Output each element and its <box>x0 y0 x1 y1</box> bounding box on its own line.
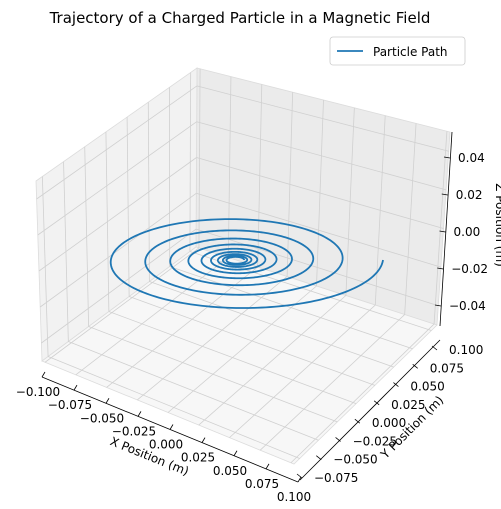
y-tick-label: 0.050 <box>410 380 444 394</box>
z-gridline-back <box>196 192 442 268</box>
x-gridline-floor <box>106 266 258 388</box>
x-tick-mark <box>41 371 46 378</box>
z-tick-mark <box>441 193 448 196</box>
x-tick-mark <box>137 411 142 417</box>
y-tick-mark <box>393 382 399 387</box>
z-gridline-back <box>195 228 439 307</box>
x-tick-label: 0.100 <box>277 490 311 504</box>
z-gridline-left <box>41 228 197 344</box>
x-tick-label: −0.050 <box>80 411 124 425</box>
y-gridline-floor <box>47 356 300 459</box>
y-tick-label: 0.075 <box>430 361 464 375</box>
y-gridline-floor <box>88 326 338 423</box>
z-tick-label: −0.04 <box>449 299 486 313</box>
z-tick-mark <box>434 304 442 307</box>
x-tick-mark <box>297 476 302 483</box>
x-tick-mark <box>169 424 174 430</box>
y-tick-label: −0.025 <box>353 434 397 448</box>
x-tick-label: −0.100 <box>16 385 60 399</box>
x-gridline-floor <box>167 285 317 413</box>
legend: Particle Path <box>329 36 466 66</box>
y-tick-mark <box>373 400 380 406</box>
x-tick-label: −0.025 <box>112 424 156 438</box>
z-tick-label: 0.02 <box>456 188 483 202</box>
axis-ticks: −0.100−0.075−0.050−0.0250.0000.0250.0500… <box>16 151 488 504</box>
z-gridline-left <box>38 157 197 272</box>
x-tick-mark <box>73 384 78 391</box>
z-gridline-back <box>196 121 447 191</box>
x-tick-label: 0.075 <box>245 477 279 491</box>
x-tick-mark <box>233 450 238 456</box>
y-tick-mark <box>412 363 418 369</box>
z-axis-line <box>439 131 453 327</box>
chart-title: Trajectory of a Charged Particle in a Ma… <box>49 9 431 27</box>
x-gridline-floor <box>198 295 347 426</box>
legend-label: Particle Path <box>373 45 448 59</box>
z-tick-mark <box>437 267 444 270</box>
y-gridline-floor <box>68 341 319 441</box>
z-gridline-back <box>196 85 449 152</box>
y-tick-label: 0.025 <box>391 398 425 412</box>
y-tick-mark <box>431 345 438 351</box>
z-gridline-left <box>36 85 198 200</box>
particle-path-line <box>109 218 384 309</box>
y-gridline-floor <box>108 311 357 405</box>
x-tick-label: −0.075 <box>48 398 92 412</box>
z-gridline-left <box>39 192 197 308</box>
z-gridline-back <box>196 157 444 229</box>
x-gridline-floor <box>137 276 288 401</box>
y-gridline-floor <box>149 281 394 368</box>
z-gridline-left <box>37 121 197 236</box>
x-tick-label: 0.000 <box>149 438 183 452</box>
x-gridline-floor <box>259 314 405 451</box>
z-tick-mark <box>439 230 446 233</box>
y-tick-label: 0.000 <box>372 416 406 430</box>
x-tick-mark <box>105 398 110 404</box>
x-tick-label: 0.050 <box>213 464 247 478</box>
y-tick-label: 0.100 <box>449 343 483 357</box>
x-tick-label: 0.025 <box>181 451 215 465</box>
y-tick-mark <box>354 418 361 424</box>
x-tick-mark <box>201 437 206 443</box>
legend-box <box>329 36 466 66</box>
z-axis-label: Z Position (m) <box>493 183 501 267</box>
y-axis-line <box>299 339 441 481</box>
y-tick-mark <box>296 473 303 479</box>
y-gridline-floor <box>128 296 376 386</box>
y-tick-mark <box>316 455 322 461</box>
floor-pane <box>41 246 438 465</box>
y-tick-mark <box>335 437 341 442</box>
x-gridline-floor <box>290 323 435 464</box>
x-gridline-floor <box>229 304 376 438</box>
z-tick-mark <box>443 156 451 159</box>
z-tick-label: 0.04 <box>458 151 485 165</box>
z-tick-label: 0.00 <box>454 225 481 239</box>
x-tick-mark <box>265 463 270 470</box>
y-tick-label: −0.050 <box>333 453 377 467</box>
z-tick-label: −0.02 <box>451 262 488 276</box>
y-gridline-floor <box>169 266 413 350</box>
y-tick-label: −0.075 <box>314 471 358 485</box>
x-gridline-floor <box>75 257 229 376</box>
gridlines <box>36 68 449 464</box>
